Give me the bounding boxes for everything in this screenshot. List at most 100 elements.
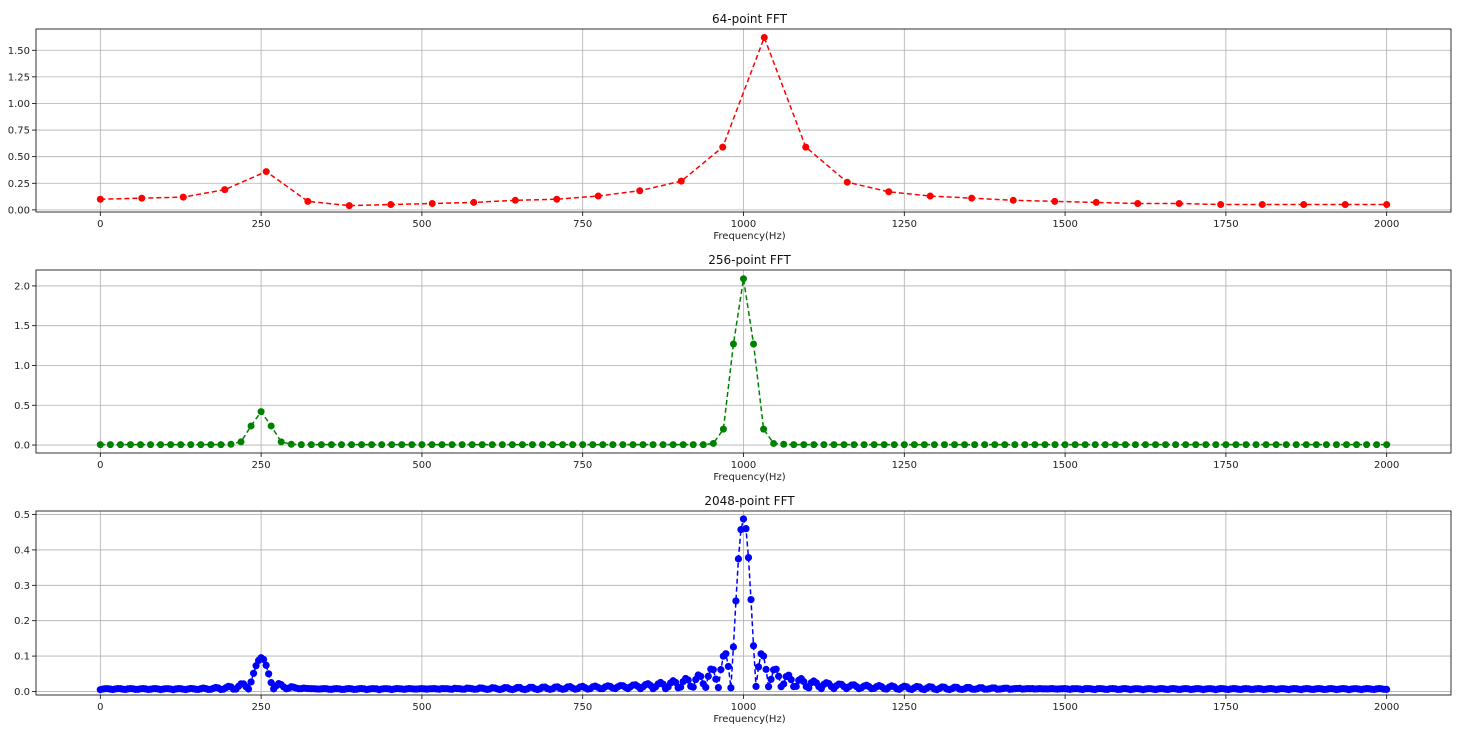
data-point (722, 650, 730, 658)
data-point (961, 441, 969, 449)
data-point (926, 192, 934, 200)
data-point (96, 195, 104, 203)
data-point (368, 441, 376, 449)
y-tick-label: 1.00 (8, 99, 30, 110)
x-tick-label: 1250 (892, 219, 917, 230)
data-point (619, 441, 627, 449)
data-point (304, 197, 312, 205)
data-point (345, 202, 353, 210)
data-point (247, 678, 255, 686)
data-point (398, 441, 406, 449)
data-point (539, 441, 547, 449)
data-point (1141, 441, 1149, 449)
data-point (669, 441, 677, 449)
data-point (408, 441, 416, 449)
x-tick-label: 1250 (892, 702, 917, 713)
x-tick-label: 1000 (731, 219, 756, 230)
data-point (348, 441, 356, 449)
data-point (672, 678, 680, 687)
data-point (689, 441, 697, 449)
x-tick-label: 1250 (892, 460, 917, 471)
x-tick-label: 250 (252, 702, 271, 713)
x-tick-label: 500 (412, 702, 431, 713)
data-point (770, 439, 778, 447)
data-point (724, 662, 732, 671)
data-point (458, 441, 466, 449)
data-point (709, 666, 717, 674)
subplot-3: 0 250 500 750 1000 1250 1500 1750 2000 0.0 0.1 0.2 0… (14, 494, 1452, 725)
data-point (508, 441, 516, 449)
data-point (1175, 199, 1183, 207)
data-point (609, 441, 617, 449)
x-tick-label: 1500 (1052, 702, 1077, 713)
data-point (754, 663, 763, 671)
data-point (1272, 441, 1280, 449)
x-tick-label: 2000 (1374, 219, 1399, 230)
data-point (920, 441, 928, 449)
data-point (951, 441, 959, 449)
data-point (699, 441, 707, 449)
x-tick-label: 1750 (1213, 219, 1238, 230)
data-point (96, 441, 104, 449)
data-point (428, 441, 436, 449)
data-point (594, 192, 602, 200)
data-point (1162, 441, 1170, 449)
x-tick-label: 0 (97, 460, 103, 471)
data-point (689, 683, 697, 691)
data-point (971, 441, 979, 449)
data-point (167, 441, 175, 449)
y-tick-label: 0.0 (14, 687, 30, 698)
data-point (729, 340, 737, 348)
data-point (138, 194, 146, 202)
x-tick-label: 500 (412, 219, 431, 230)
data-point (528, 441, 536, 449)
data-point (468, 441, 476, 449)
data-point (732, 597, 740, 605)
data-point (764, 683, 773, 691)
data-point (747, 595, 755, 604)
y-tick-label: 0.5 (14, 510, 30, 521)
data-point (307, 441, 315, 449)
data-point (1252, 441, 1260, 449)
x-axis-label: Frequency(Hz) (713, 231, 785, 242)
data-point (729, 643, 738, 651)
data-point (1232, 441, 1240, 449)
data-point (438, 441, 446, 449)
data-point (448, 441, 456, 449)
data-point (709, 439, 717, 447)
subplot-1: 0 250 500 750 1000 1250 1500 1750 2000 0.00 0.25 0.… (8, 12, 1452, 242)
data-point (418, 441, 426, 449)
data-point (252, 662, 260, 670)
data-point (249, 669, 258, 677)
y-tick-label: 1.0 (14, 361, 30, 372)
data-point (1292, 441, 1300, 449)
data-point (767, 675, 775, 683)
data-point (1383, 685, 1391, 693)
data-point (1111, 441, 1119, 449)
data-point (885, 188, 893, 196)
data-point (1021, 441, 1029, 449)
data-point (780, 440, 788, 448)
data-point (830, 441, 838, 449)
x-tick-label: 750 (573, 460, 592, 471)
data-point (387, 201, 395, 209)
data-point (940, 441, 948, 449)
data-point (1341, 201, 1349, 209)
data-point (470, 198, 478, 206)
data-point (1383, 201, 1391, 209)
y-tick-label: 0.50 (8, 152, 30, 163)
data-point (880, 441, 888, 449)
data-point (247, 422, 255, 430)
data-point (860, 441, 868, 449)
data-point (750, 340, 758, 348)
data-point (478, 441, 486, 449)
data-point (1134, 199, 1142, 207)
data-point (780, 680, 788, 688)
x-tick-label: 250 (252, 219, 271, 230)
data-point (1071, 441, 1079, 449)
data-point (719, 425, 727, 433)
plot-frame (35, 28, 1452, 213)
data-point (749, 642, 758, 650)
data-point (498, 441, 506, 449)
data-point (1282, 441, 1290, 449)
